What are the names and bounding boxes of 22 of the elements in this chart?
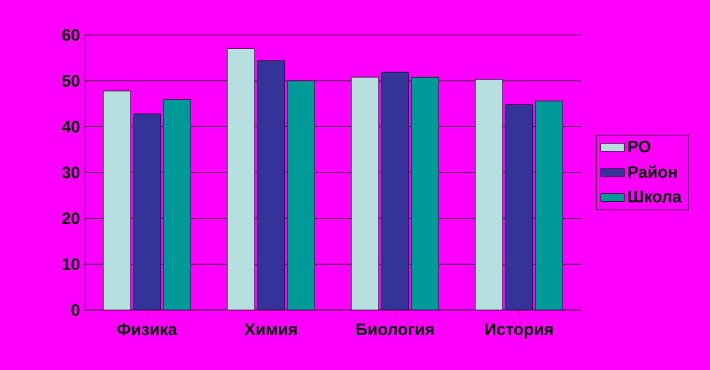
y-tick-label: 40: [62, 120, 80, 133]
bar: [475, 79, 503, 310]
bar: [257, 60, 285, 310]
y-tick-label: 30: [62, 166, 80, 178]
y-tick-label: 10: [62, 258, 80, 270]
bar: [227, 48, 255, 310]
bar: [505, 104, 533, 310]
y-tick-label: 60: [62, 29, 80, 41]
bar: [103, 90, 131, 310]
legend-label: РО: [628, 140, 650, 152]
legend-label: Школа: [628, 190, 682, 202]
y-tick-label: 20: [62, 212, 80, 224]
x-tick-label: История: [485, 324, 552, 338]
bar: [133, 114, 161, 310]
y-tick-label: 0: [72, 304, 80, 316]
x-tick-label: Физика: [117, 324, 178, 336]
legend-label: Район: [628, 165, 677, 178]
x-tick-label: Химия: [244, 324, 297, 335]
y-tick-label: 50: [62, 74, 80, 87]
x-tick-label: Биология: [356, 324, 434, 336]
bar: [381, 72, 409, 310]
bar: [351, 76, 379, 310]
